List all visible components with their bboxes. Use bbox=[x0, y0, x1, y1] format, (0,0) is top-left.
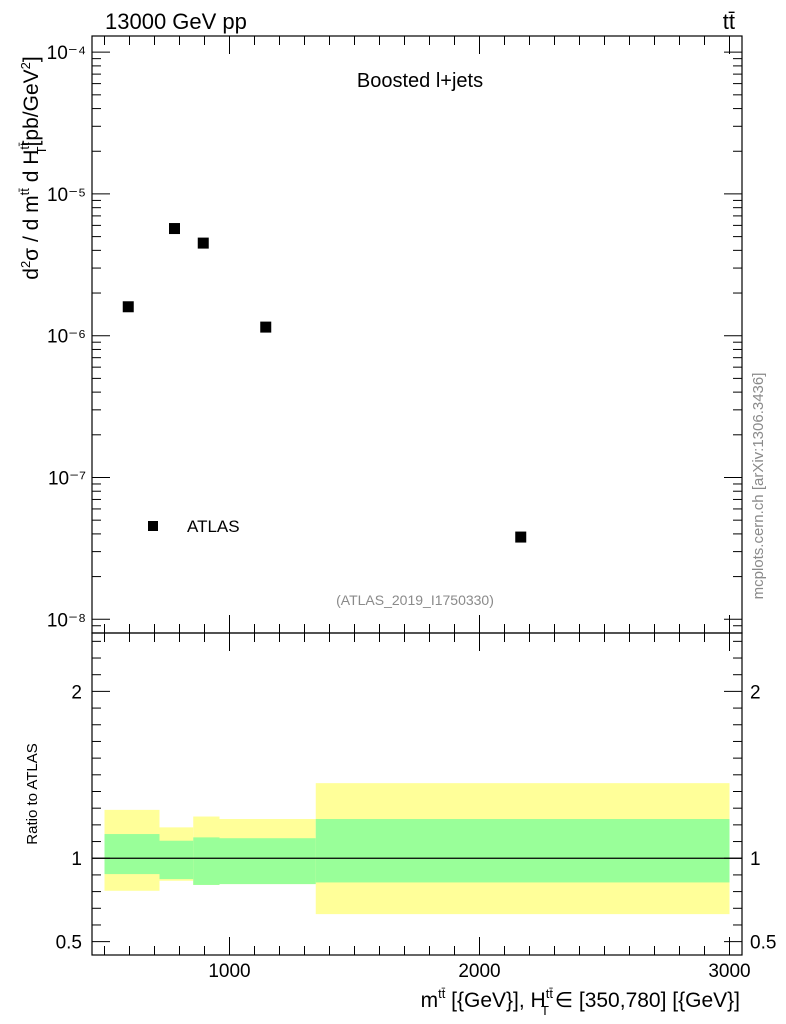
header-process-label: tt̄ bbox=[723, 9, 735, 34]
data-point bbox=[260, 321, 272, 333]
y-tick-label: 2 bbox=[750, 682, 761, 703]
y-tick-label: 2 bbox=[71, 682, 82, 703]
main-y-ticks: 10⁻⁸ 10⁻⁷ 10⁻⁶ 10⁻⁵ 10⁻⁴ bbox=[47, 43, 742, 634]
main-panel: 10⁻⁸ 10⁻⁷ 10⁻⁶ 10⁻⁵ 10⁻⁴ Boosted l+jets (ATL… bbox=[17, 35, 743, 634]
main-y-axis-label: d2σ / d mtt̄ d Htt̄T[pb/GeV2] bbox=[17, 56, 49, 279]
y-tick-label: 10⁻⁶ bbox=[47, 327, 86, 348]
ratio-bands bbox=[104, 783, 730, 915]
y-tick-label: 10⁻⁴ bbox=[47, 43, 86, 64]
data-points bbox=[122, 223, 527, 543]
data-point bbox=[197, 237, 209, 249]
data-point bbox=[169, 223, 180, 235]
inner-band bbox=[193, 837, 220, 885]
inner-band bbox=[159, 840, 194, 880]
side-credit-label: mcplots.cern.ch [arXiv:1306.3436] bbox=[750, 373, 767, 600]
inner-band bbox=[104, 834, 160, 875]
main-panel-frame bbox=[91, 35, 743, 634]
inner-band bbox=[219, 838, 316, 885]
x-tick-label: 2000 bbox=[458, 961, 500, 982]
ratio-panel: 1000 2000 3000 0.5 0.5 1 1 2 2 Ratio to ATLAS m… bbox=[24, 632, 776, 1018]
y-tick-label: 10⁻⁷ bbox=[48, 468, 86, 489]
main-x-ticks bbox=[104, 36, 730, 633]
x-axis-label: mtt̄ [{GeV}], Htt̄ T ∈ [350,780] [{GeV}] bbox=[421, 986, 740, 1018]
chart-title: Boosted l+jets bbox=[357, 70, 483, 92]
y-tick-label: 1 bbox=[71, 849, 82, 870]
y-tick-label: 0.5 bbox=[750, 933, 776, 954]
data-point bbox=[122, 301, 134, 313]
inner-band bbox=[315, 819, 730, 883]
ratio-y-axis-label: Ratio to ATLAS bbox=[24, 743, 41, 844]
ratio-panel-frame bbox=[91, 632, 743, 956]
legend-marker-atlas bbox=[148, 521, 158, 531]
data-point bbox=[515, 531, 527, 543]
y-tick-label: 10⁻⁸ bbox=[47, 610, 86, 631]
y-tick-label: 0.5 bbox=[56, 933, 82, 954]
y-tick-label: 1 bbox=[750, 849, 761, 870]
y-tick-label: 10⁻⁵ bbox=[47, 185, 86, 206]
legend-label-atlas: ATLAS bbox=[187, 517, 240, 536]
ratio-x-ticks: 1000 2000 3000 bbox=[104, 633, 751, 982]
x-tick-label: 1000 bbox=[208, 961, 250, 982]
analysis-id-label: (ATLAS_2019_I1750330) bbox=[336, 592, 494, 608]
x-tick-label: 3000 bbox=[708, 961, 750, 982]
header-energy-label: 13000 GeV pp bbox=[105, 9, 247, 34]
ratio-y-ticks: 0.5 0.5 1 1 2 2 bbox=[56, 640, 776, 954]
